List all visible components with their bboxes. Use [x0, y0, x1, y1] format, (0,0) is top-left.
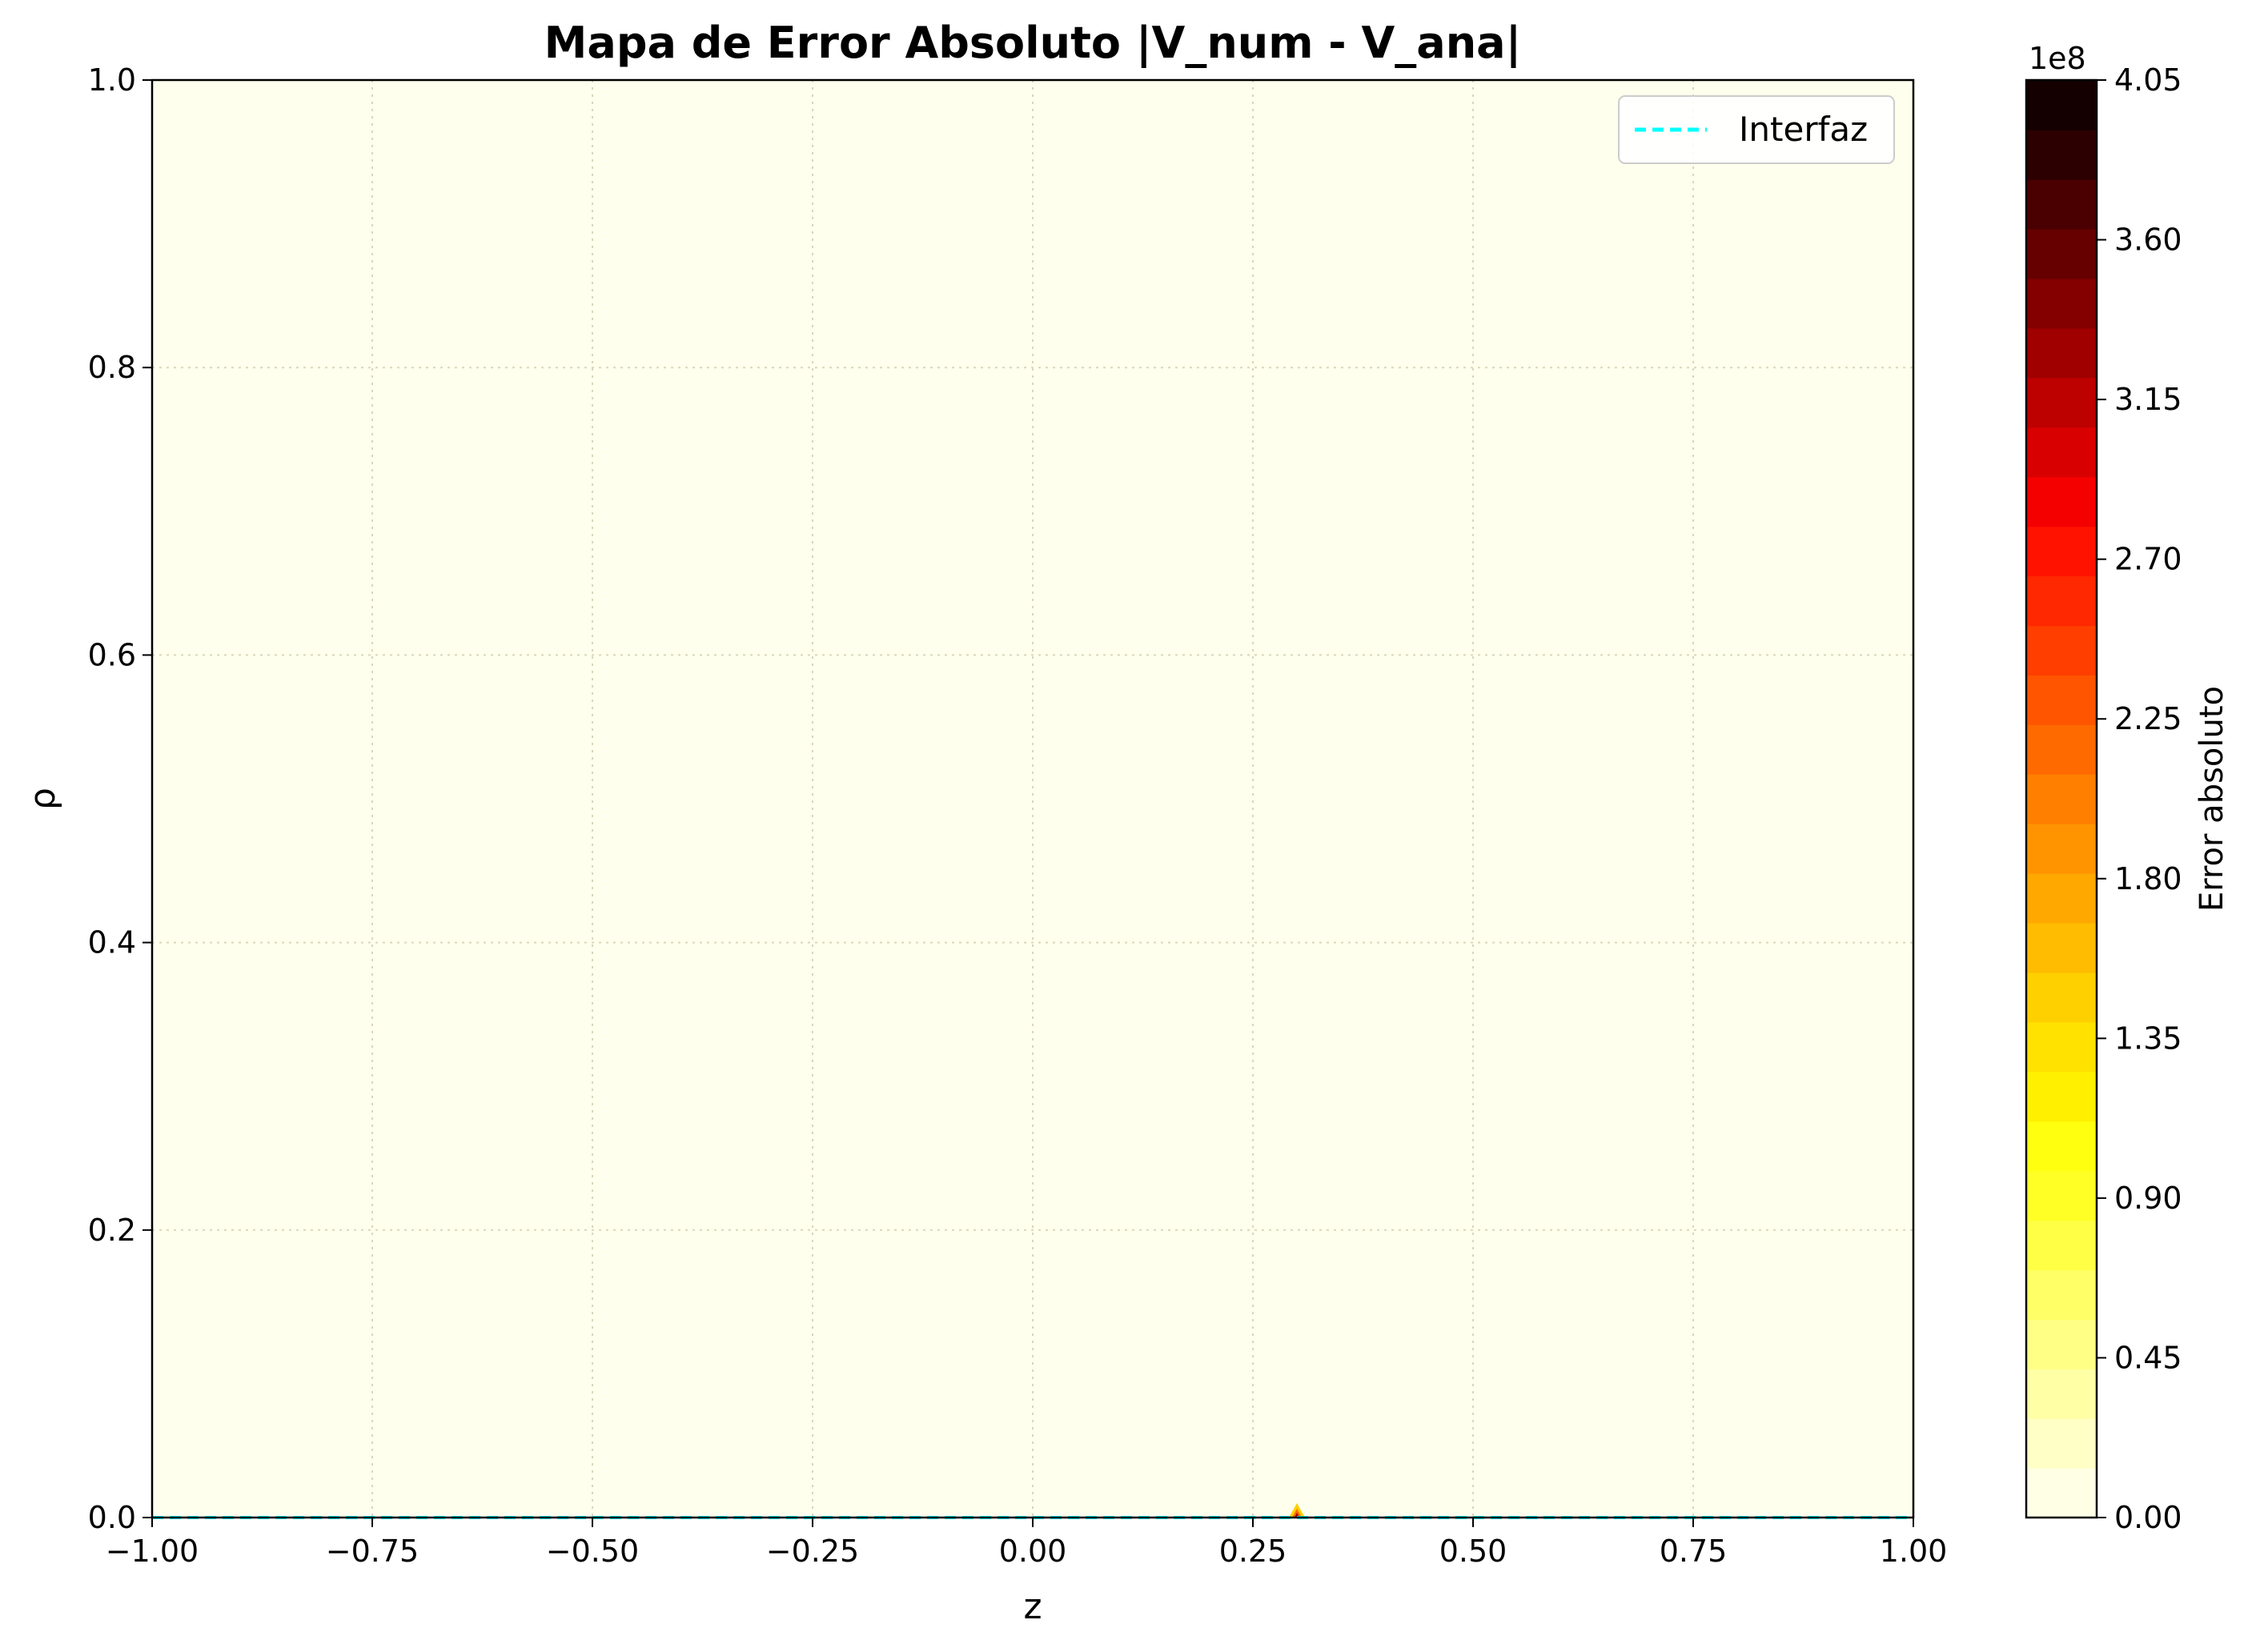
colorbar-label: Error absoluto: [2194, 686, 2230, 912]
y-axis-label: ρ: [22, 788, 63, 810]
legend-label-interfaz: Interfaz: [1739, 110, 1868, 149]
legend-box: [1618, 95, 1895, 164]
y-axis-ticks: 0.0 0.2 0.4 0.6 0.8 1.0: [88, 62, 152, 1535]
y-tick-label: 0.6: [88, 637, 136, 672]
colorbar: 0.00 0.45 0.90 1.35 1.80 2.25 2.70 3.15 3.60 4.05…: [2025, 41, 2230, 1535]
colorbar-tick-label: 0.90: [2114, 1181, 2182, 1216]
colorbar-tick-label: 1.80: [2114, 861, 2182, 896]
colorbar-band: [2026, 178, 2097, 230]
colorbar-offset-text: 1e8: [2029, 41, 2086, 76]
colorbar-band: [2026, 675, 2097, 725]
colorbar-band: [2026, 1418, 2097, 1469]
colorbar-band: [2026, 129, 2097, 180]
colorbar-band: [2026, 278, 2097, 329]
colorbar-band: [2026, 823, 2097, 874]
x-axis-label: z: [1023, 1586, 1042, 1627]
colorbar-band: [2026, 526, 2097, 577]
y-tick-label: 0.4: [88, 925, 136, 960]
colorbar-band: [2026, 774, 2097, 824]
colorbar-tick-label: 3.15: [2114, 382, 2182, 417]
colorbar-band: [2026, 228, 2097, 279]
x-tick-label: 0.50: [1439, 1534, 1507, 1569]
colorbar-band: [2026, 80, 2097, 130]
colorbar-tick-label: 2.25: [2114, 701, 2182, 736]
colorbar-band: [2026, 972, 2097, 1023]
y-tick-label: 0.8: [88, 350, 136, 385]
colorbar-tick-label: 4.05: [2114, 62, 2182, 98]
colorbar-tick-label: 0.00: [2114, 1500, 2182, 1535]
y-tick-label: 0.0: [88, 1500, 136, 1535]
colorbar-band: [2026, 377, 2097, 428]
colorbar-band: [2026, 872, 2097, 924]
heatmap-background: [152, 80, 1913, 1518]
plot-area: [151, 78, 1915, 1519]
colorbar-band: [2026, 1021, 2097, 1073]
y-tick-label: 0.2: [88, 1213, 136, 1248]
colorbar-band: [2026, 1369, 2097, 1419]
x-tick-label: −0.50: [546, 1534, 639, 1569]
chart-title: Mapa de Error Absoluto |V_num - V_ana|: [544, 18, 1522, 68]
colorbar-band: [2026, 427, 2097, 478]
colorbar-band: [2026, 1121, 2097, 1172]
colorbar-band: [2026, 1468, 2097, 1518]
colorbar-tick-label: 3.60: [2114, 223, 2182, 258]
colorbar-band: [2026, 922, 2097, 973]
colorbar-band: [2026, 625, 2097, 676]
colorbar-band: [2026, 1071, 2097, 1122]
colorbar-frame: [2025, 78, 2098, 1519]
colorbar-band: [2026, 476, 2097, 527]
x-tick-label: −0.25: [766, 1534, 859, 1569]
colorbar-band: [2026, 1220, 2097, 1271]
colorbar-bands: [2026, 80, 2097, 1518]
colorbar-tick-label: 2.70: [2114, 542, 2182, 577]
colorbar-band: [2026, 575, 2097, 627]
x-tick-label: −1.00: [106, 1534, 199, 1569]
x-tick-label: 0.00: [999, 1534, 1067, 1569]
colorbar-band: [2026, 1319, 2097, 1370]
x-tick-label: 1.00: [1880, 1534, 1948, 1569]
colorbar-band: [2026, 1170, 2097, 1221]
colorbar-band: [2026, 1269, 2097, 1321]
colorbar-tick-label: 1.35: [2114, 1020, 2182, 1056]
legend: Interfaz: [1618, 95, 1895, 164]
x-tick-label: 0.25: [1219, 1534, 1287, 1569]
colorbar-tick-label: 0.45: [2114, 1340, 2182, 1375]
colorbar-ticks: 0.00 0.45 0.90 1.35 1.80 2.25 2.70 3.15 3.60 4.05: [2097, 62, 2182, 1535]
colorbar-band: [2026, 327, 2097, 379]
x-tick-label: −0.75: [326, 1534, 419, 1569]
x-tick-label: 0.75: [1660, 1534, 1728, 1569]
colorbar-band: [2026, 724, 2097, 775]
y-tick-label: 1.0: [88, 62, 136, 98]
x-axis-ticks: −1.00 −0.75 −0.50 −0.25 0.00 0.25 0.50 0.75 1.00: [106, 1518, 1948, 1569]
